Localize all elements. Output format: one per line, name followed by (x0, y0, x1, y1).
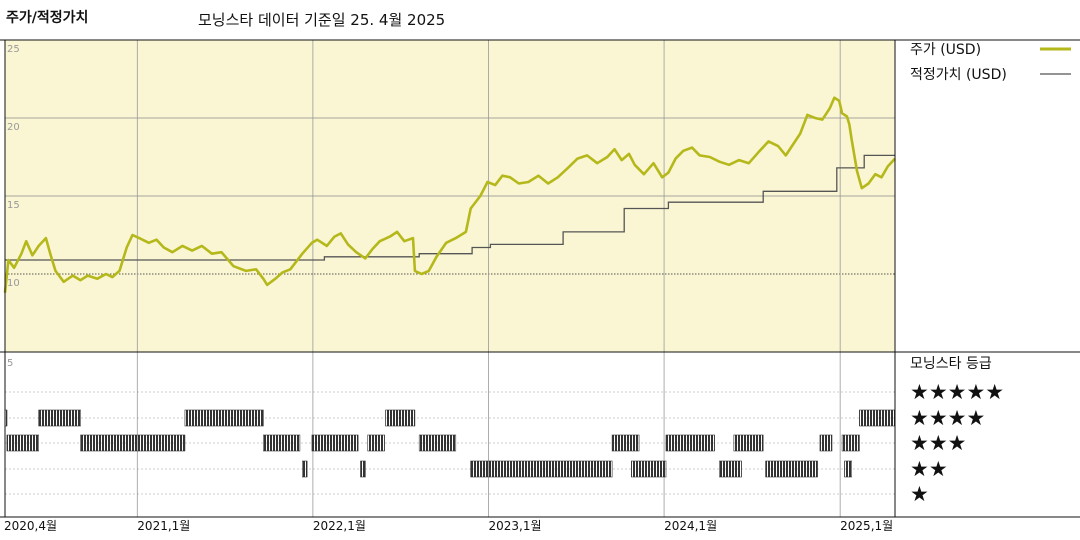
fair-value-series (5, 154, 895, 261)
rating-segment (302, 460, 308, 478)
rating-segment (631, 460, 667, 478)
rating-segment (470, 460, 613, 478)
legend-label-fair-value: 적정가치 (USD) (910, 67, 1007, 83)
rating-segment (385, 409, 416, 427)
legend-label-price: 주가 (USD) (910, 42, 981, 58)
y-tick-label: 15 (7, 200, 20, 211)
price-series (3, 96, 896, 293)
rating-star-label: ★★★★ (910, 406, 985, 430)
rating-star-label: ★★ (910, 457, 948, 481)
rating-star-label: ★ (910, 482, 929, 506)
price-line (3, 96, 896, 293)
x-tick-label: 2021,1월 (137, 519, 190, 533)
rating-segment (6, 434, 39, 452)
x-tick-label: 2025,1월 (840, 519, 893, 533)
rating-legend-title: 모닝스타 등급 (910, 356, 992, 372)
rating-star-label: ★★★★★ (910, 380, 1004, 404)
rating-segment (844, 460, 853, 478)
y-tick-label: 20 (7, 122, 20, 133)
rating-y-tick-label: 5 (7, 358, 13, 369)
rating-y-ticks: 5 (7, 358, 13, 369)
rating-segment (819, 434, 833, 452)
rating-segment (665, 434, 715, 452)
x-tick-label: 2020,4월 (4, 519, 57, 533)
rating-legend: 모닝스타 등급★★★★★★★★★★★★★★★ (910, 356, 1004, 506)
page-title: 모닝스타 데이터 기준일 25. 4월 2025 (198, 11, 446, 29)
rating-segment (719, 460, 742, 478)
y-tick-label: 10 (7, 278, 20, 289)
rating-segment (611, 434, 640, 452)
rating-segment (38, 409, 81, 427)
rating-segment (184, 409, 264, 427)
rating-segment (733, 434, 764, 452)
rating-segment (418, 434, 457, 452)
y-tick-label: 25 (7, 44, 20, 55)
chart-section-title: 주가/적정가치 (6, 10, 89, 26)
x-axis-labels: 2020,4월 2021,1월 2022,1월 2023,1월 2024,1월 2025,… (4, 519, 893, 533)
rating-segment (765, 460, 818, 478)
price-y-ticks: 10 15 20 25 (7, 44, 20, 289)
rating-series (4, 409, 896, 478)
rating-segment (859, 409, 896, 427)
legend: 주가 (USD) 적정가치 (USD) (910, 42, 1071, 83)
x-tick-label: 2023,1월 (488, 519, 541, 533)
x-tick-label: 2022,1월 (313, 519, 366, 533)
rating-star-label: ★★★ (910, 431, 966, 455)
rating-segment (841, 434, 860, 452)
rating-segment (263, 434, 301, 452)
rating-segment (367, 434, 385, 452)
rating-segment (80, 434, 186, 452)
rating-segment (360, 460, 366, 478)
rating-segment (311, 434, 359, 452)
x-tick-label: 2024,1월 (664, 519, 717, 533)
fair-value-line (5, 154, 895, 261)
